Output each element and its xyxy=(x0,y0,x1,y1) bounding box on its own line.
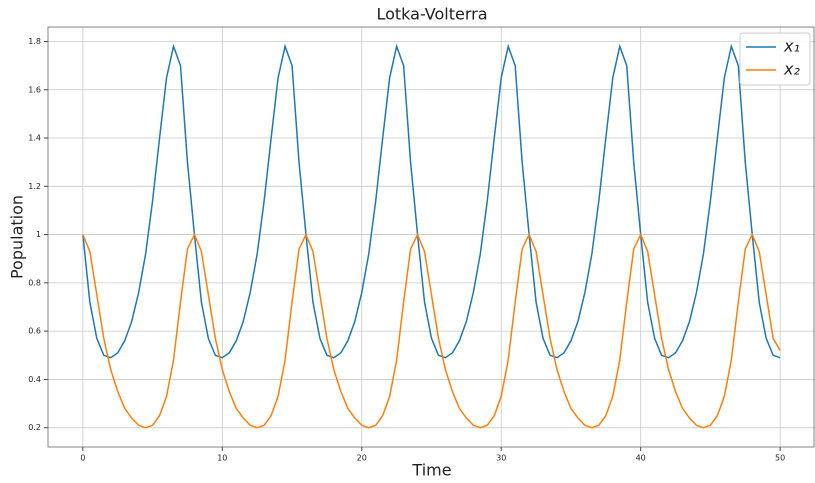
legend-label: x₂ xyxy=(783,60,800,79)
y-axis-label: Population xyxy=(8,195,27,279)
y-tick-label: 1.2 xyxy=(28,182,41,191)
y-tick-label: 1 xyxy=(36,230,41,239)
y-tick-label: 0.4 xyxy=(28,375,41,384)
y-tick-label: 0.6 xyxy=(28,327,41,336)
series-line xyxy=(82,43,781,359)
x-tick-label: 40 xyxy=(636,454,646,463)
y-tick-label: 1.4 xyxy=(28,134,41,143)
y-tick-label: 1.8 xyxy=(28,37,41,46)
legend-label: x₁ xyxy=(783,37,800,56)
x-tick-label: 0 xyxy=(80,454,85,463)
series-line xyxy=(82,232,781,429)
x-tick-label: 50 xyxy=(775,454,785,463)
chart-title: Lotka-Volterra xyxy=(376,5,487,24)
x-tick-label: 30 xyxy=(496,454,506,463)
x-tick-label: 10 xyxy=(217,454,227,463)
x-tick-label: 20 xyxy=(357,454,367,463)
y-tick-label: 0.8 xyxy=(28,278,41,287)
x-axis-label: Time xyxy=(411,461,451,480)
legend-box xyxy=(739,32,811,86)
y-tick-label: 1.6 xyxy=(28,85,41,94)
y-tick-label: 0.2 xyxy=(28,423,41,432)
plot-frame xyxy=(47,26,815,448)
